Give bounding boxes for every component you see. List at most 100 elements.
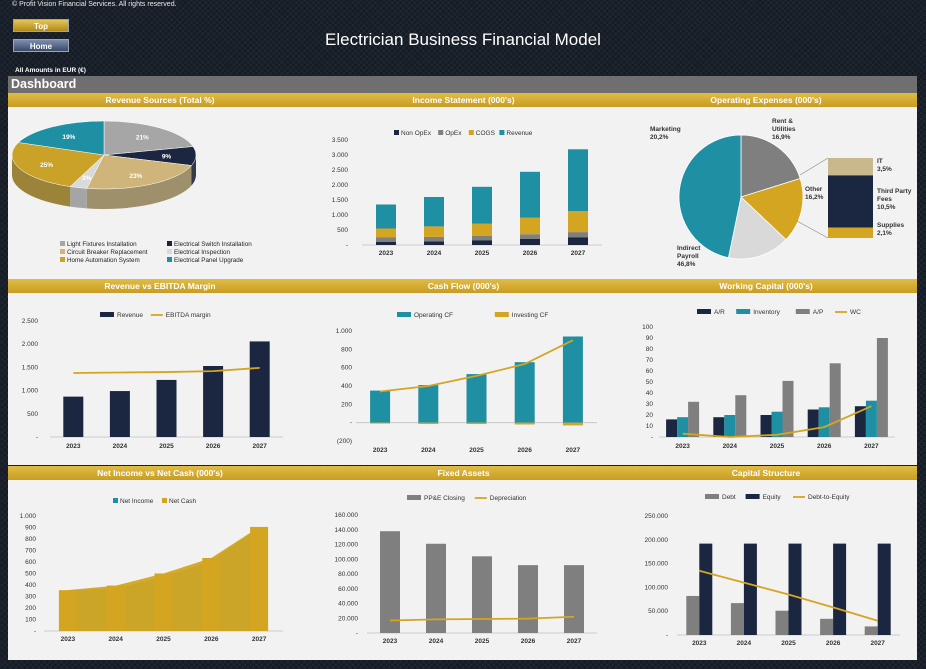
y-tick-label: -	[346, 242, 348, 249]
bar-operating-cf	[562, 336, 583, 423]
y-tick-label: 700	[25, 548, 36, 555]
legend-swatch	[468, 130, 474, 135]
breakdown-bar-it	[828, 158, 873, 176]
x-tick-label: 2023	[379, 250, 394, 257]
y-tick-label: 50.000	[648, 608, 668, 615]
y-tick-label: -	[34, 628, 36, 635]
chart-operating-expenses: Marketing 20,2% Rent & Utilities 16,9% Other 1…	[650, 118, 912, 268]
bar-revenue	[424, 197, 444, 227]
bar-opex	[472, 235, 492, 241]
line-depreciation	[389, 615, 575, 622]
y-tick-label: -	[651, 434, 653, 441]
bar-a-r	[760, 415, 772, 437]
legend-label: Revenue	[117, 312, 143, 319]
chart-net-income-cash: 1.000 900 800 700 600 500 400 300 200 100 - 2023 202…	[20, 498, 283, 643]
legend-swatch	[100, 312, 114, 317]
x-tick-label: 2027	[252, 443, 267, 450]
bar-revenue	[376, 204, 396, 229]
pie-label: Indirect Payroll 46,8%	[677, 245, 701, 268]
bar-pp-e-closing	[380, 531, 400, 633]
y-tick-label: 300	[25, 594, 36, 601]
y-tick-label: 100.000	[335, 556, 359, 563]
bar-a-p	[876, 338, 888, 437]
bar-revenue	[109, 391, 130, 437]
bar-a-p	[782, 380, 794, 437]
bar-inventory	[724, 415, 736, 437]
pie-side	[12, 155, 71, 207]
y-tick-label: 1.000	[336, 328, 353, 335]
legend-label: COGS	[476, 130, 496, 137]
legend-label: Electrical Panel Upgrade	[174, 257, 244, 264]
y-tick-label: -	[36, 434, 38, 441]
bar-revenue	[520, 171, 540, 218]
y-tick-label: 40	[646, 390, 654, 397]
bar-cogs	[376, 228, 396, 238]
legend-swatch	[745, 494, 760, 499]
y-tick-label: 100.000	[645, 584, 669, 591]
legend-swatch	[162, 498, 167, 503]
bar-a-r	[713, 417, 725, 437]
page-title: Electrician Business Financial Model	[325, 30, 601, 49]
legend-label: Revenue	[506, 130, 532, 137]
pie-slice-light-fixtures-installation	[103, 120, 194, 156]
chart-title: Operating Expenses (000's)	[615, 93, 917, 107]
legend-label: Debt-to-Equity	[808, 494, 850, 501]
x-tick-label: 2027	[571, 250, 586, 257]
bar-opex	[376, 237, 396, 242]
legend-label: Electrical Switch Installation	[174, 241, 252, 248]
legend-swatch	[394, 130, 399, 135]
bar-operating-cf	[370, 390, 391, 423]
x-tick-label: 2025	[156, 636, 171, 643]
legend-label: Inventory	[753, 309, 780, 316]
bar-net-cash	[250, 526, 269, 631]
pie-side	[86, 165, 192, 209]
bar-debt	[686, 595, 700, 635]
line-ebitda-margin	[73, 366, 260, 374]
y-tick-label: 200.000	[645, 537, 669, 544]
x-tick-label: 2023	[61, 636, 76, 643]
legend-swatch	[795, 309, 810, 314]
chart-title: Cash Flow (000's)	[312, 279, 615, 293]
y-tick-label: 70	[646, 357, 654, 364]
x-tick-label: 2025	[469, 447, 484, 454]
legend-swatch	[494, 312, 509, 317]
y-tick-label: 30	[646, 401, 654, 408]
pie-slice-electrical-panel-upgrade	[17, 120, 105, 156]
chart-revenue-sources: 21% 9% 23% 3% 25% 19% Light Fixtures Installat…	[11, 120, 252, 264]
legend-label: Non OpEx	[401, 130, 432, 137]
y-tick-label: 100	[642, 324, 653, 331]
bar-a-p	[735, 395, 747, 437]
y-tick-label: 50	[646, 379, 654, 386]
legend-label: A/P	[813, 309, 823, 316]
bar-a-r	[666, 419, 678, 437]
legend-label: Electrical Inspection	[174, 249, 230, 256]
chart-revenue-ebitda: 2.500 2.000 1.500 1.000 500 - 2023 2024 2025 2026…	[22, 312, 283, 450]
panel-revenue-sources: Revenue Sources (Total %) 21% 9% 23% 3% 25% 1…	[8, 93, 312, 279]
pie-label: Other 16,2%	[805, 186, 824, 201]
bar-equity	[788, 543, 802, 635]
bar-inventory	[771, 411, 783, 437]
bar-a-p	[688, 401, 700, 437]
y-tick-label: 80.000	[338, 571, 358, 578]
y-tick-label: 80	[646, 346, 654, 353]
legend-swatch	[499, 130, 505, 135]
x-tick-label: 2023	[66, 443, 81, 450]
breakdown-bar-third-party-fees	[828, 175, 873, 228]
bar-operating-cf	[466, 374, 487, 423]
x-tick-label: 2024	[427, 250, 442, 257]
bar-opex	[520, 234, 540, 239]
home-button[interactable]: Home	[13, 39, 69, 52]
bar-revenue	[203, 366, 224, 437]
pie-slice-other	[727, 196, 787, 260]
legend-label: Equity	[763, 494, 782, 501]
top-button[interactable]: Top	[13, 19, 69, 32]
bar-inventory	[677, 417, 689, 437]
connector-line	[796, 220, 829, 239]
pie-label: 25%	[40, 162, 53, 169]
bar-non-opex	[376, 242, 396, 245]
legend-swatch	[167, 249, 172, 254]
panel-income-statement: Income Statement (000's) 3.500 3.000 2.500…	[312, 93, 615, 279]
y-tick-label: 2.000	[332, 182, 349, 189]
bar-a-p	[829, 363, 841, 437]
legend-label: Circuit Breaker Replacement	[67, 249, 148, 256]
